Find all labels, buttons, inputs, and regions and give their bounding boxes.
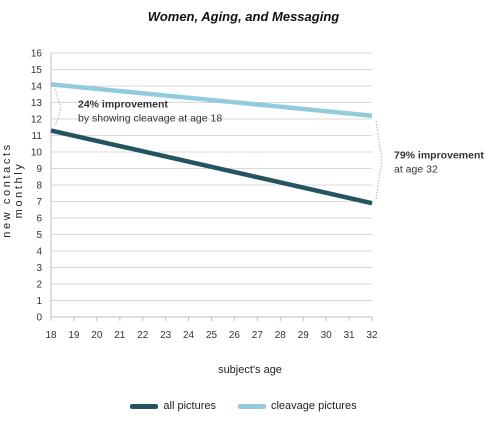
x-tick-label: 26 bbox=[229, 330, 241, 341]
x-tick-label: 27 bbox=[252, 330, 264, 341]
x-tick-label: 21 bbox=[114, 330, 126, 341]
annotation-age-18-detail: by showing cleavage at age 18 bbox=[78, 112, 222, 124]
x-tick-label: 30 bbox=[321, 330, 333, 341]
x-tick-label: 20 bbox=[91, 330, 103, 341]
y-tick-label: 7 bbox=[36, 197, 42, 208]
series-line-cleavage-pictures bbox=[50, 82, 373, 118]
y-tick-label: 11 bbox=[32, 131, 43, 142]
x-tick-label: 25 bbox=[206, 330, 218, 341]
y-tick-label: 8 bbox=[36, 181, 42, 192]
annotation-age-18-title: 24% improvement bbox=[78, 98, 168, 110]
y-tick-label: 6 bbox=[36, 214, 42, 225]
x-tick-label: 22 bbox=[137, 330, 149, 341]
legend-item-cleavage-pictures: cleavage pictures bbox=[237, 400, 357, 412]
y-tick-label: 1 bbox=[36, 296, 42, 307]
legend-swatch-cleavage-pictures bbox=[237, 403, 266, 409]
x-tick-label: 29 bbox=[298, 330, 310, 341]
annotation-age-32-detail: at age 32 bbox=[394, 164, 438, 176]
x-tick-label: 32 bbox=[366, 330, 378, 341]
legend-swatch-all-pictures bbox=[130, 403, 159, 409]
bracket-age-32 bbox=[375, 120, 383, 200]
chart-title: Women, Aging, and Messaging bbox=[147, 9, 340, 24]
y-tick-label: 2 bbox=[36, 280, 42, 291]
legend-label-all-pictures: all pictures bbox=[163, 400, 216, 412]
y-tick-label: 16 bbox=[31, 49, 43, 60]
y-tick-label: 14 bbox=[31, 82, 43, 93]
y-tick-label: 3 bbox=[36, 263, 42, 274]
legend-label-cleavage-pictures: cleavage pictures bbox=[270, 400, 357, 412]
bracket-age-18 bbox=[54, 89, 62, 127]
y-tick-label: 13 bbox=[31, 98, 43, 109]
x-axis-label: subject's age bbox=[218, 364, 282, 376]
x-tick-label: 28 bbox=[275, 330, 287, 341]
x-tick-label: 18 bbox=[45, 330, 57, 341]
legend: all pictures cleavage pictures bbox=[0, 400, 487, 412]
y-tick-label: 10 bbox=[31, 148, 43, 159]
y-tick-label: 15 bbox=[31, 65, 43, 76]
y-tick-label: 0 bbox=[36, 313, 42, 324]
annotation-age-32-title: 79% improvement bbox=[394, 150, 484, 162]
x-tick-label: 23 bbox=[160, 330, 172, 341]
y-tick-label: 12 bbox=[31, 115, 43, 126]
y-tick-label: 9 bbox=[36, 164, 42, 175]
x-tick-label: 19 bbox=[68, 330, 80, 341]
series-line-all-pictures bbox=[50, 128, 373, 206]
y-tick-label: 4 bbox=[36, 247, 42, 258]
x-tick-label: 31 bbox=[344, 330, 356, 341]
legend-item-all-pictures: all pictures bbox=[130, 400, 216, 412]
y-tick-label: 5 bbox=[36, 230, 42, 241]
x-tick-label: 24 bbox=[183, 330, 195, 341]
